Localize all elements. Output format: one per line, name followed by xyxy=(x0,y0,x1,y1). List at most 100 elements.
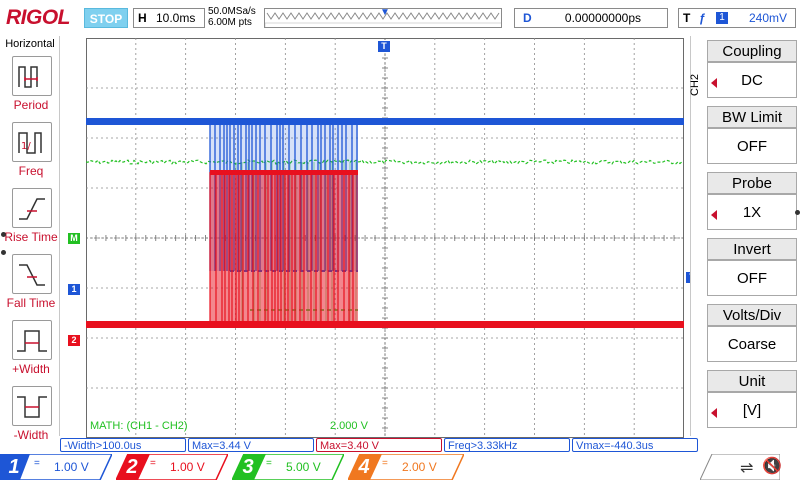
negative-width-icon[interactable] xyxy=(12,386,52,426)
timebase-key: H xyxy=(138,11,147,25)
channel-tag: CH2 xyxy=(689,74,701,97)
measurement-bar: -Width>100.0us Max=3.44 V Max=3.40 V Fre… xyxy=(60,438,700,454)
menu-item-rise-time[interactable]: Rise Time xyxy=(2,188,60,252)
sample-info: 50.0MSa/s 6.00M pts xyxy=(208,6,256,28)
menu-item-volts-div[interactable]: Volts/Div Coarse xyxy=(707,304,797,368)
menu-item-label: Unit xyxy=(707,370,797,392)
graticule xyxy=(86,38,684,438)
delay-key: D xyxy=(523,11,532,25)
menu-item-label: Freq xyxy=(18,164,44,178)
fall-time-icon[interactable] xyxy=(12,254,52,294)
menu-item-period[interactable]: Period xyxy=(2,56,60,120)
ch1-offset-marker[interactable]: 1 xyxy=(68,284,80,295)
channel-number: 1 xyxy=(8,456,20,478)
menu-item-label: -Width xyxy=(13,428,49,442)
trigger-position-icon: ▼ xyxy=(380,7,390,18)
channel-2-box[interactable]: 2 = 1.00 V xyxy=(116,454,228,480)
page-indicator-dot xyxy=(1,250,6,255)
mute-icon[interactable]: 🔇 xyxy=(762,458,782,475)
math-label: MATH: (CH1 - CH2) xyxy=(90,420,188,432)
menu-item-label: BW Limit xyxy=(707,106,797,128)
rising-edge-icon: ƒ xyxy=(699,11,706,25)
channel-3-box[interactable]: 3 = 5.00 V xyxy=(232,454,344,480)
trigger-source: 1 xyxy=(716,12,728,24)
delay-box[interactable]: D 0.00000000ps xyxy=(514,8,668,28)
menu-item-label: Fall Time xyxy=(6,296,56,310)
coupling-icon: = xyxy=(34,458,40,469)
left-arrow-icon xyxy=(711,78,717,88)
period-icon[interactable] xyxy=(12,56,52,96)
brand-logo: RIGOL xyxy=(6,6,71,29)
coupling-icon: = xyxy=(382,458,388,469)
measurement-ch1-max[interactable]: Max=3.44 V xyxy=(188,438,314,452)
menu-item-label: +Width xyxy=(12,362,50,376)
math-offset-marker[interactable]: M xyxy=(68,233,80,244)
menu-item-label: Invert xyxy=(707,238,797,260)
menu-item-value[interactable]: [V] xyxy=(707,392,797,428)
left-arrow-icon xyxy=(711,210,717,220)
measurement-vmax-time[interactable]: Vmax=-440.3us xyxy=(572,438,698,452)
menu-item-value[interactable]: 1X xyxy=(707,194,797,230)
channel-number: 2 xyxy=(126,456,138,478)
page-indicator-dot xyxy=(795,210,800,215)
trigger-box[interactable]: T ƒ 1 240mV xyxy=(678,8,796,28)
menu-title: Horizontal xyxy=(5,38,55,50)
menu-item-value[interactable]: DC xyxy=(707,62,797,98)
menu-item-value[interactable]: OFF xyxy=(707,128,797,164)
trigger-key: T xyxy=(683,11,691,25)
coupling-icon: = xyxy=(150,458,156,469)
frequency-icon[interactable]: 1/ xyxy=(12,122,52,162)
menu-item-coupling[interactable]: Coupling DC xyxy=(707,40,797,104)
menu-item-label: Coupling xyxy=(707,40,797,62)
math-scale: 2.000 V xyxy=(330,420,368,432)
menu-item-probe[interactable]: Probe 1X xyxy=(707,172,797,236)
coupling-icon: = xyxy=(266,458,272,469)
channel-number: 3 xyxy=(242,456,254,478)
menu-item-label: Period xyxy=(13,98,49,112)
positive-width-icon[interactable] xyxy=(12,320,52,360)
channel-strip: 1 = 1.00 V 2 = 1.00 V 3 = 5.00 V 4 = 2.0… xyxy=(0,454,800,480)
ch2-offset-marker[interactable]: 2 xyxy=(68,335,80,346)
memory-overview-strip xyxy=(264,8,502,28)
menu-item-value[interactable]: Coarse xyxy=(707,326,797,362)
channel-scale: 1.00 V xyxy=(54,460,89,474)
run-status-badge[interactable]: STOP xyxy=(84,8,128,28)
menu-item-label: Probe xyxy=(707,172,797,194)
usb-icon: ⇌ xyxy=(740,460,754,477)
menu-item-invert[interactable]: Invert OFF xyxy=(707,238,797,302)
strip-decoration xyxy=(700,454,780,480)
menu-item-fall-time[interactable]: Fall Time xyxy=(2,254,60,318)
channel-scale: 1.00 V xyxy=(170,460,205,474)
horizontal-measure-menu: Horizontal Period 1/ Freq Rise Time Fall… xyxy=(0,36,60,442)
channel-1-box[interactable]: 1 = 1.00 V xyxy=(0,454,112,480)
menu-item-label: Rise Time xyxy=(4,230,58,244)
channel-4-box[interactable]: 4 = 2.00 V xyxy=(348,454,464,480)
timebase-value: 10.0ms xyxy=(156,11,196,25)
sample-rate: 50.0MSa/s xyxy=(208,6,256,17)
channel-scale: 2.00 V xyxy=(402,460,437,474)
trigger-level: 240mV xyxy=(748,11,787,25)
measurement-neg-width[interactable]: -Width>100.0us xyxy=(60,438,186,452)
measurement-ch2-max[interactable]: Max=3.40 V xyxy=(316,438,442,452)
menu-item-unit[interactable]: Unit [V] xyxy=(707,370,797,434)
waveform-display[interactable] xyxy=(86,38,684,438)
channel-menu: CH2 Coupling DC BW Limit OFF Probe 1X In… xyxy=(689,36,800,436)
delay-value: 0.00000000ps xyxy=(564,11,641,25)
measurement-freq[interactable]: Freq>3.33kHz xyxy=(444,438,570,452)
menu-item-label: Volts/Div xyxy=(707,304,797,326)
menu-item-value[interactable]: OFF xyxy=(707,260,797,296)
top-status-bar: RIGOL STOP H 10.0ms 50.0MSa/s 6.00M pts … xyxy=(0,0,800,36)
page-indicator-dot xyxy=(1,232,6,237)
menu-item-negative-width[interactable]: -Width xyxy=(2,386,60,450)
left-arrow-icon xyxy=(711,408,717,418)
memory-depth: 6.00M pts xyxy=(208,17,252,28)
svg-text:1/: 1/ xyxy=(21,141,31,152)
timebase-box[interactable]: H 10.0ms xyxy=(133,8,205,28)
rise-time-icon[interactable] xyxy=(12,188,52,228)
menu-item-freq[interactable]: 1/ Freq xyxy=(2,122,60,186)
channel-scale: 5.00 V xyxy=(286,460,321,474)
menu-item-bw-limit[interactable]: BW Limit OFF xyxy=(707,106,797,170)
trigger-position-marker[interactable]: T xyxy=(378,41,390,52)
channel-number: 4 xyxy=(358,456,370,478)
menu-item-positive-width[interactable]: +Width xyxy=(2,320,60,384)
